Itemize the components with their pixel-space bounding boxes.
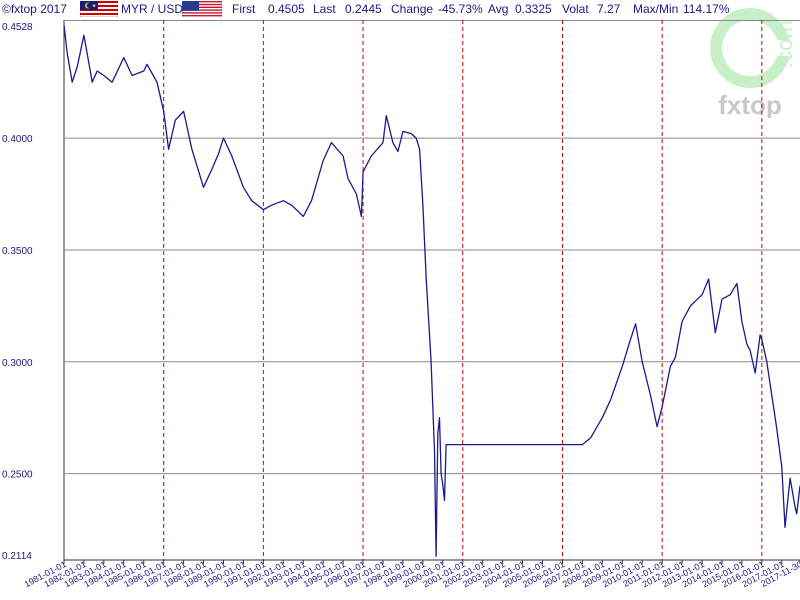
change-label: Change <box>391 2 434 16</box>
watermark-sub: .com <box>772 20 797 68</box>
volat-label: Volat <box>562 2 589 16</box>
y-tick-label: 0.4000 <box>2 134 33 145</box>
last-label: Last <box>313 2 336 16</box>
y-tick-label: 0.2114 <box>2 551 32 562</box>
maxmin-label: Max/Min <box>633 2 679 16</box>
copyright-label: ©fxtop 2017 <box>2 2 67 16</box>
avg-value: 0.3325 <box>515 2 552 16</box>
series-line <box>63 25 800 558</box>
y-tick-label: 0.3000 <box>2 358 33 369</box>
usa-flag-icon <box>182 1 222 17</box>
first-value: 0.4505 <box>268 2 305 16</box>
last-value: 0.2445 <box>345 2 382 16</box>
y-tick-label: 0.3500 <box>2 246 33 257</box>
avg-label: Avg <box>488 2 509 16</box>
maxmin-value: 114.17% <box>683 2 730 16</box>
currency-pair-label: MYR / USD <box>121 2 184 16</box>
y-tick-label: 0.2500 <box>2 470 33 481</box>
y-tick-label: 0.4528 <box>2 22 33 33</box>
malaysia-flag-icon <box>80 1 118 17</box>
volat-value: 7.27 <box>597 2 621 16</box>
change-value: -45.73% <box>438 2 483 16</box>
first-label: First <box>232 2 256 16</box>
watermark-text: fxtop <box>718 90 782 118</box>
fxtop-logo: fxtop .com <box>710 8 800 118</box>
chart-header: ©fxtop 2017 MYR / USD First 0.4505 Last … <box>0 0 800 20</box>
